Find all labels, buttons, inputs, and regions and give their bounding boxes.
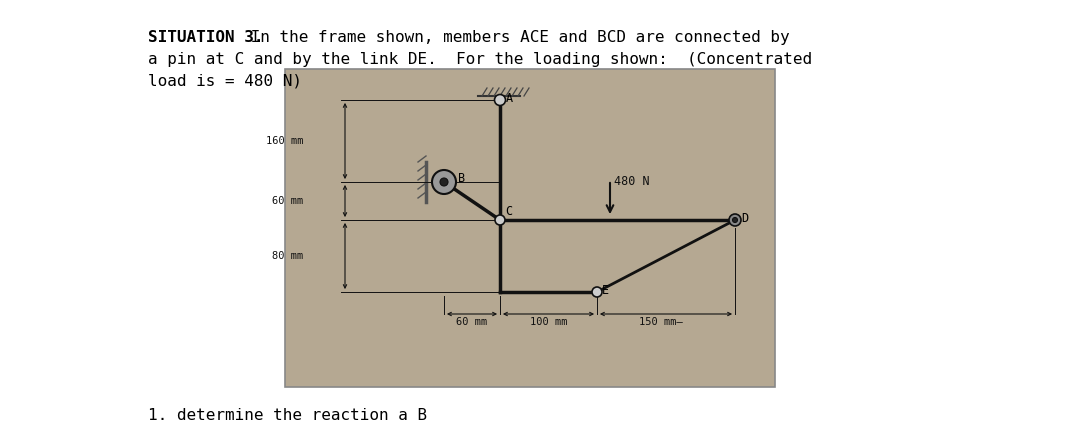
Text: a pin at C and by the link DE.  For the loading shown:  (Concentrated: a pin at C and by the link DE. For the l… [148, 52, 812, 67]
Text: SITUATION 3.: SITUATION 3. [148, 30, 264, 45]
Bar [285, 69, 775, 387]
Text: 100 mm: 100 mm [530, 317, 567, 327]
Text: D: D [741, 213, 748, 226]
Circle shape [732, 218, 738, 222]
Circle shape [495, 215, 505, 225]
Text: C: C [505, 205, 512, 218]
Text: 1. determine the reaction a B: 1. determine the reaction a B [148, 408, 427, 423]
Circle shape [495, 94, 505, 105]
Text: 160 mm: 160 mm [266, 136, 303, 146]
Circle shape [729, 214, 741, 226]
Text: 80 mm: 80 mm [272, 251, 303, 261]
Text: B: B [458, 173, 465, 186]
Text: 480 N: 480 N [615, 175, 650, 188]
Text: E: E [602, 284, 609, 298]
Text: A: A [507, 93, 513, 105]
Text: 60 mm: 60 mm [457, 317, 488, 327]
Circle shape [432, 170, 456, 194]
Circle shape [592, 287, 602, 297]
Text: 150 mm—: 150 mm— [639, 317, 683, 327]
Text: 60 mm: 60 mm [272, 196, 303, 206]
Circle shape [440, 178, 448, 186]
Text: load is = 480 N): load is = 480 N) [148, 74, 302, 89]
Text: In the frame shown, members ACE and BCD are connected by: In the frame shown, members ACE and BCD … [241, 30, 789, 45]
